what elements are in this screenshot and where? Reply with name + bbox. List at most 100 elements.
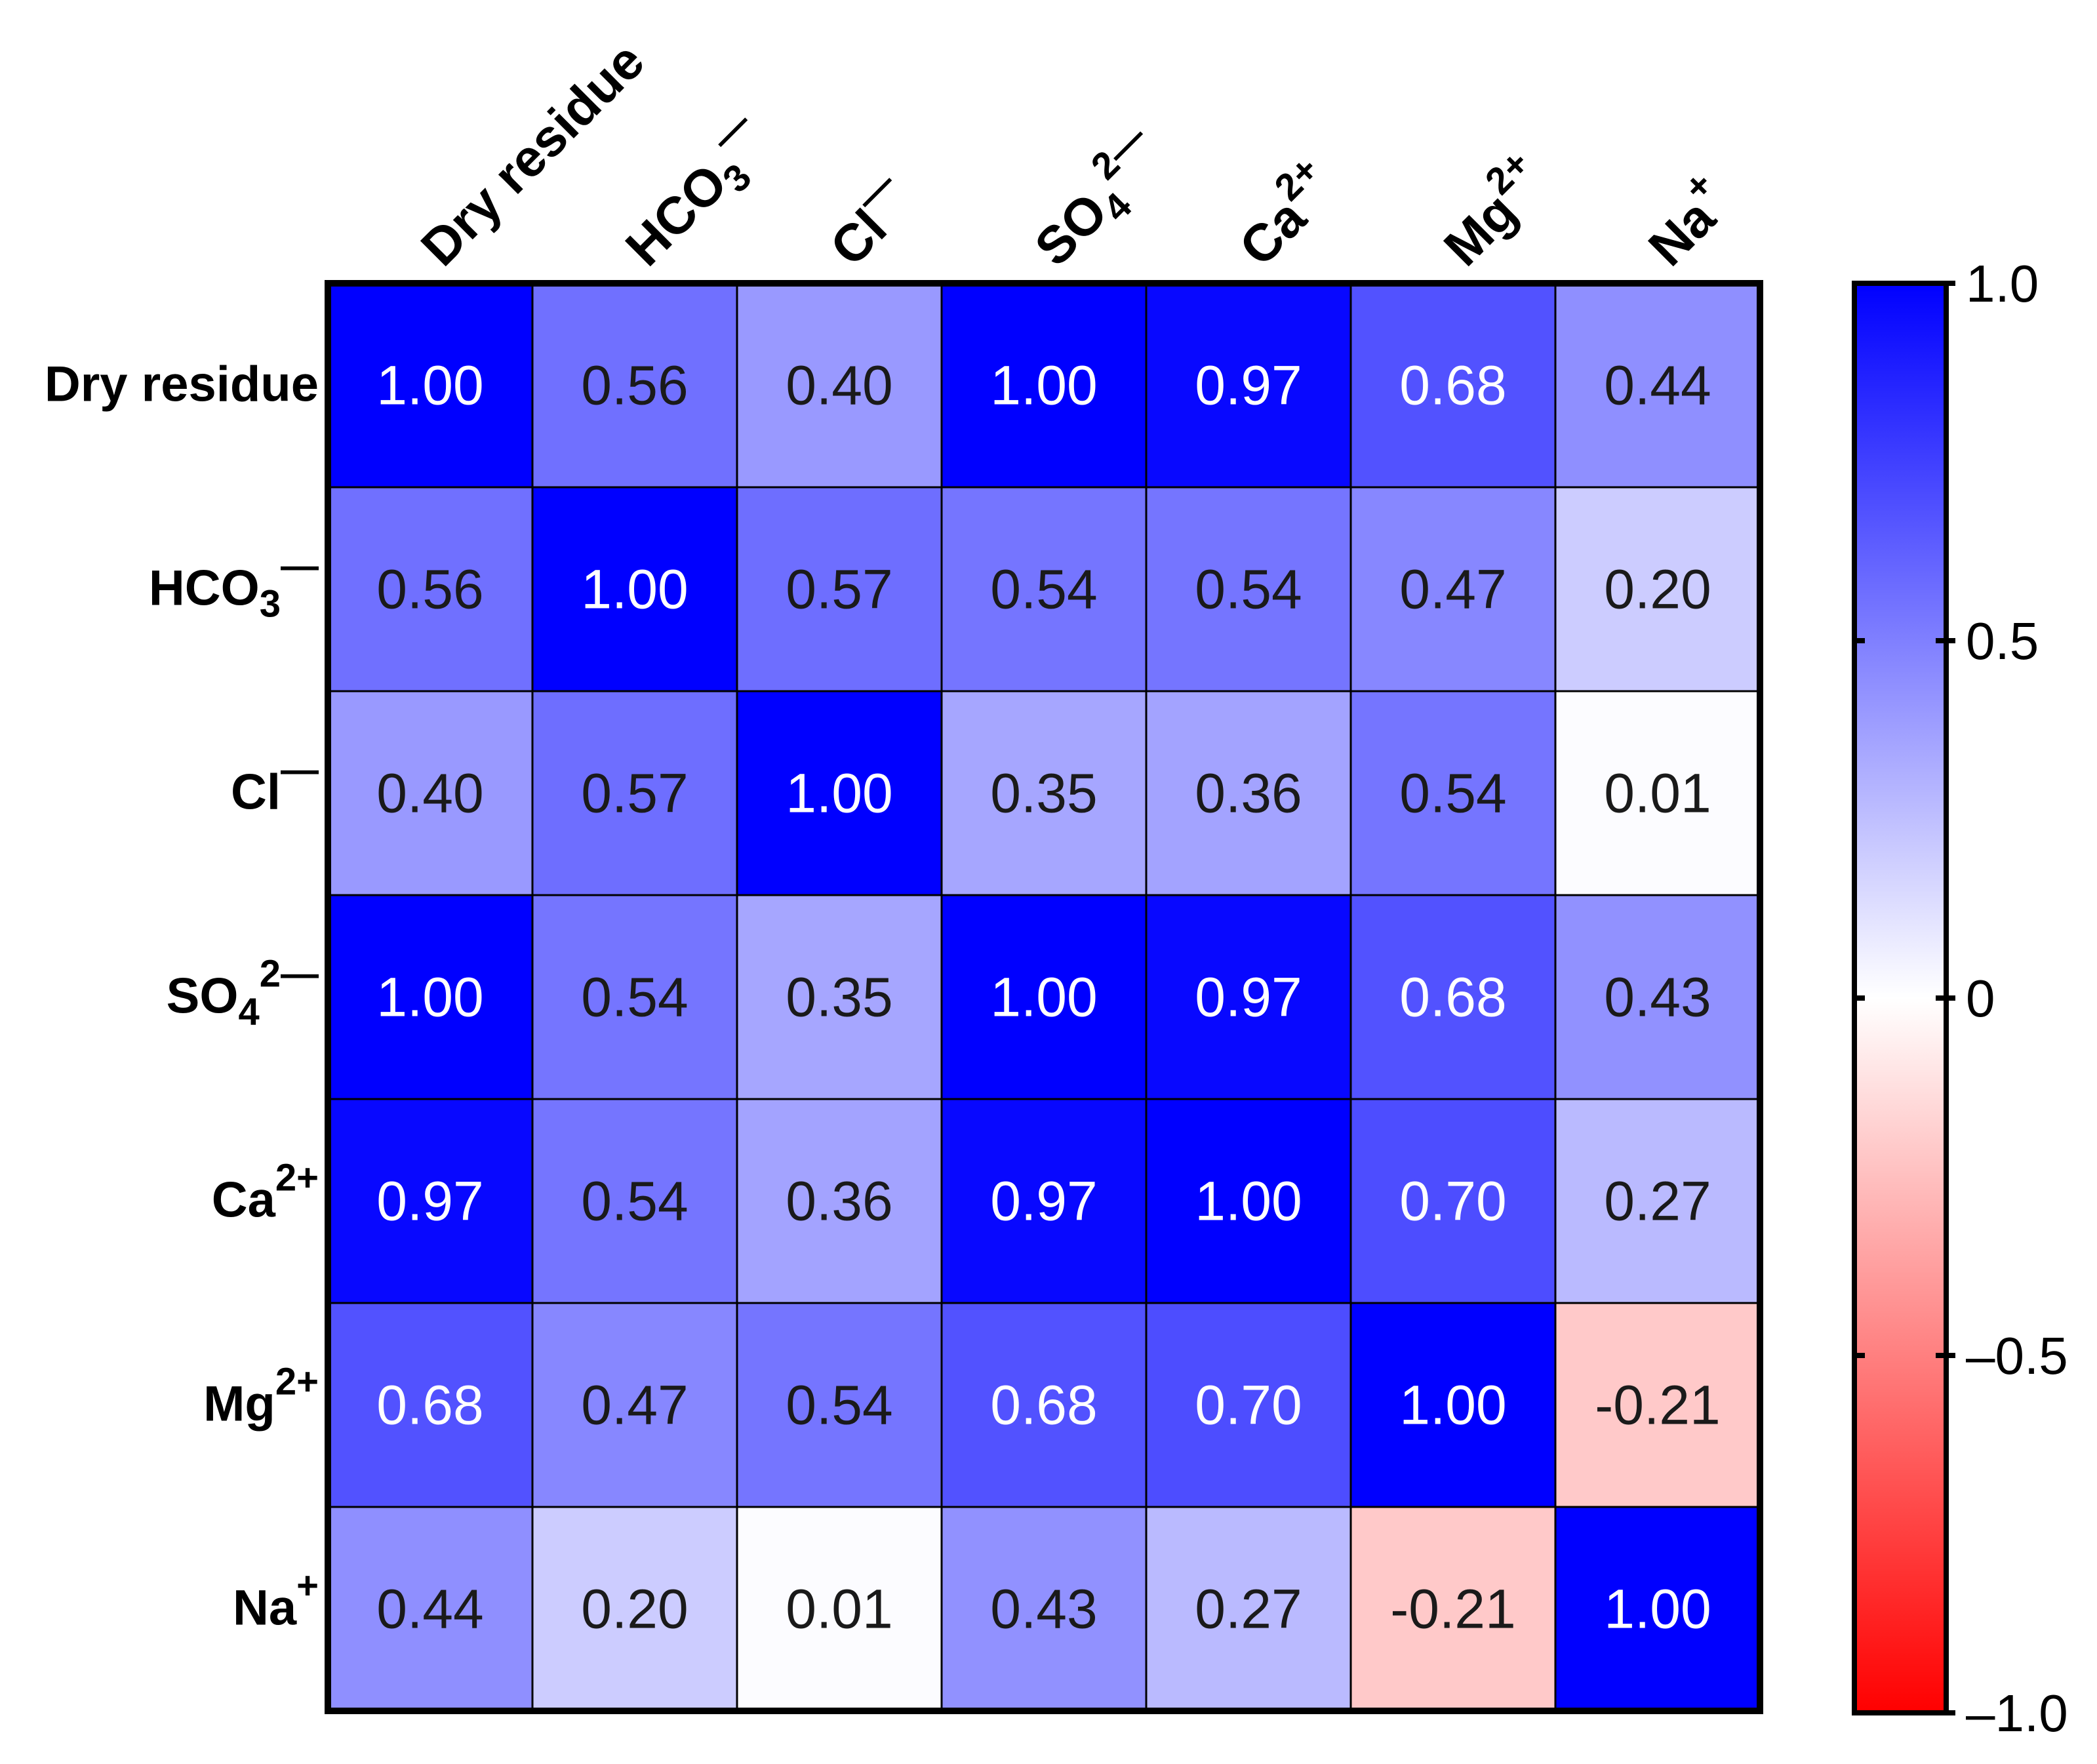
cell-value-label: 0.56 xyxy=(581,355,689,416)
cell-value-label: -0.21 xyxy=(1595,1374,1720,1436)
heatmap-cell xyxy=(737,283,942,487)
heatmap-cell xyxy=(1555,691,1760,895)
heatmap-cell xyxy=(942,487,1146,691)
colorbar-tick-label: –1.0 xyxy=(1966,1684,2068,1742)
heatmap-cell xyxy=(737,1507,942,1711)
column-label: SO42— xyxy=(1014,116,1182,283)
heatmap-cell xyxy=(1555,1507,1760,1711)
cell-value-label: 1.00 xyxy=(1604,1578,1711,1640)
heatmap-cell xyxy=(532,1303,737,1507)
cell-value-label: 0.40 xyxy=(376,763,484,824)
cell-value-label: 0.01 xyxy=(1604,763,1711,824)
cell-value-label: 1.00 xyxy=(786,763,893,824)
heatmap-cell xyxy=(1555,895,1760,1099)
cell-value-label: 1.00 xyxy=(1195,1171,1302,1232)
cell-value-label: 1.00 xyxy=(376,967,484,1028)
cell-value-label: 0.97 xyxy=(376,1171,484,1232)
heatmap-cell xyxy=(1146,283,1351,487)
heatmap-cell xyxy=(328,1303,532,1507)
heatmap-cell xyxy=(328,895,532,1099)
row-label: HCO3— xyxy=(149,545,319,626)
cell-value-label: 0.01 xyxy=(786,1578,893,1640)
column-label: Cl— xyxy=(810,162,925,277)
cell-value-label: 0.97 xyxy=(1195,355,1302,416)
cell-value-label: 0.20 xyxy=(581,1578,689,1640)
colorbar-tick-label: 0.5 xyxy=(1966,612,2039,670)
heatmap-cell xyxy=(942,283,1146,487)
cell-value-label: 1.00 xyxy=(581,559,689,620)
column-label: Ca2+ xyxy=(1219,148,1348,277)
heatmap-grid xyxy=(325,280,1763,1714)
heatmap-cell xyxy=(737,487,942,691)
heatmap-cell xyxy=(328,487,532,691)
cell-value-label: 0.57 xyxy=(786,559,893,620)
column-label: Na+ xyxy=(1628,163,1742,277)
colorbar: 1.0 0.5 0 –0.5 –1.0 xyxy=(1852,254,2068,1742)
cell-value-label: 0.57 xyxy=(581,763,689,824)
row-label: Cl— xyxy=(231,749,319,820)
heatmap-cell xyxy=(942,691,1146,895)
heatmap-cell xyxy=(1351,895,1555,1099)
heatmap-cells: 1.00 0.56 0.40 1.00 0.97 0.68 0.44 0.56 1.00 0.57… xyxy=(328,283,1760,1711)
colorbar-tick-label: 1.0 xyxy=(1966,254,2039,313)
heatmap-cell xyxy=(1146,1099,1351,1303)
heatmap-cell xyxy=(1146,1303,1351,1507)
cell-value-label: 0.27 xyxy=(1195,1578,1302,1640)
heatmap-border xyxy=(325,280,1763,1714)
heatmap-cell xyxy=(737,1303,942,1507)
colorbar-tick-label: 0 xyxy=(1966,969,1995,1028)
cell-value-label: 0.47 xyxy=(581,1374,689,1436)
heatmap-cell xyxy=(1555,487,1760,691)
cell-value-label: 0.54 xyxy=(1399,763,1507,824)
cell-value-label: 0.27 xyxy=(1604,1171,1711,1232)
heatmap-cell xyxy=(1555,1303,1760,1507)
cell-value-label: 0.35 xyxy=(786,967,893,1028)
cell-value-label: 0.70 xyxy=(1399,1171,1507,1232)
heatmap-cell xyxy=(328,691,532,895)
heatmap-cell xyxy=(942,895,1146,1099)
cell-value-label: 0.54 xyxy=(581,1171,689,1232)
heatmap-cell xyxy=(328,1507,532,1711)
heatmap-cell xyxy=(1351,1303,1555,1507)
heatmap-cell xyxy=(1555,1099,1760,1303)
cell-value-label: 0.97 xyxy=(990,1171,1098,1232)
cell-value-label: 0.43 xyxy=(1604,967,1711,1028)
cell-value-label: 0.43 xyxy=(990,1578,1098,1640)
row-labels: Dry residue HCO3— Cl— SO42— Ca2+ Mg2+ Na+ xyxy=(45,357,319,1636)
row-label: Dry residue xyxy=(45,357,319,412)
cell-value-label: 0.68 xyxy=(990,1374,1098,1436)
heatmap-cell xyxy=(532,1507,737,1711)
colorbar-tick-label: –0.5 xyxy=(1966,1327,2068,1385)
heatmap-cell xyxy=(1555,283,1760,487)
column-label: Mg2+ xyxy=(1424,142,1559,277)
cell-value-label: 0.56 xyxy=(376,559,484,620)
heatmap-cell xyxy=(532,895,737,1099)
heatmap-cell xyxy=(1146,1507,1351,1711)
heatmap-cell xyxy=(532,283,737,487)
heatmap-cell xyxy=(942,1303,1146,1507)
heatmap-cell xyxy=(532,1099,737,1303)
cell-value-label: 0.20 xyxy=(1604,559,1711,620)
cell-value-label: 0.44 xyxy=(376,1578,484,1640)
cell-value-label: 0.35 xyxy=(990,763,1098,824)
heatmap-cell xyxy=(737,895,942,1099)
column-label: HCO3— xyxy=(605,102,787,283)
heatmap-cell xyxy=(328,283,532,487)
row-label: SO42— xyxy=(167,953,319,1033)
heatmap-cell xyxy=(942,1099,1146,1303)
colorbar-gradient xyxy=(1852,281,1949,1715)
heatmap-cell xyxy=(1351,283,1555,487)
cell-value-label: 0.40 xyxy=(786,355,893,416)
row-label: Mg2+ xyxy=(203,1361,319,1432)
cell-value-label: 0.68 xyxy=(376,1374,484,1436)
cell-value-label: 1.00 xyxy=(990,967,1098,1028)
cell-value-label: 0.47 xyxy=(1399,559,1507,620)
heatmap-cell xyxy=(737,1099,942,1303)
heatmap-cell xyxy=(1351,691,1555,895)
heatmap-cell xyxy=(532,691,737,895)
cell-value-label: 0.54 xyxy=(786,1374,893,1436)
cell-value-label: -0.21 xyxy=(1390,1578,1515,1640)
cell-value-label: 0.68 xyxy=(1399,355,1507,416)
